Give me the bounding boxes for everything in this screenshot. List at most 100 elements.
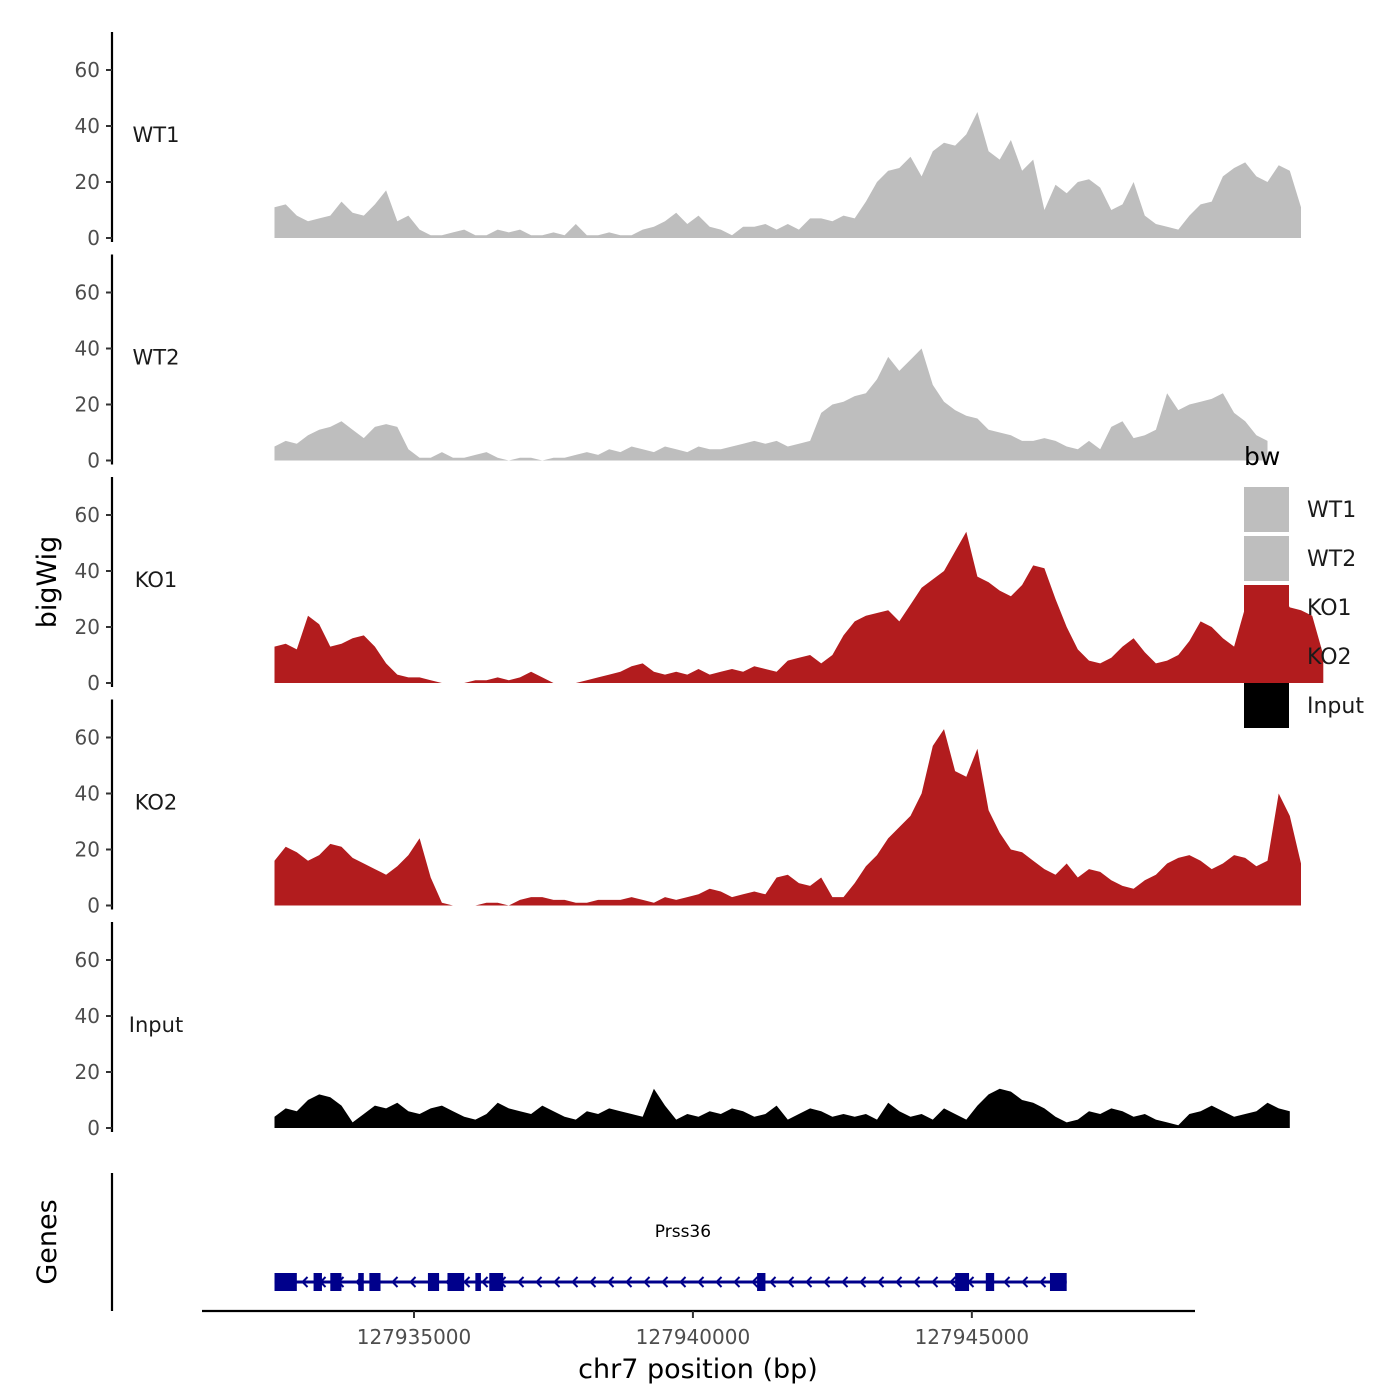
track-label-ko1: KO1 xyxy=(135,568,178,592)
strand-arrow xyxy=(1039,1276,1047,1288)
y-tick-label: 40 xyxy=(75,114,100,138)
coverage-tracks: 0 20 40 60 WT1 0 20 40 60 WT2 0 20 40 60 KO1 0 20 40 60 KO2… xyxy=(75,32,1324,1140)
y-tick-label: 40 xyxy=(75,782,100,806)
y-tick-label: 20 xyxy=(75,838,100,862)
strand-arrow xyxy=(679,1276,687,1288)
legend-swatch-ko1 xyxy=(1244,585,1289,630)
track-label-ko2: KO2 xyxy=(135,791,178,815)
strand-arrow xyxy=(823,1276,831,1288)
strand-arrow xyxy=(859,1276,867,1288)
coverage-area-ko1 xyxy=(274,531,1324,683)
strand-arrow xyxy=(787,1276,795,1288)
coverage-area-wt1 xyxy=(274,112,1301,238)
legend-swatch-ko2 xyxy=(1244,634,1289,679)
track-label-wt2: WT2 xyxy=(133,346,180,370)
y-tick-label: 60 xyxy=(75,948,100,972)
track-ko1: 0 20 40 60 KO1 xyxy=(75,477,1324,695)
strand-arrow xyxy=(301,1276,309,1288)
strand-arrow xyxy=(409,1276,417,1288)
gene-exon xyxy=(1049,1273,1067,1291)
legend-swatch-wt2 xyxy=(1244,536,1289,581)
legend-label-wt1: WT1 xyxy=(1307,498,1356,523)
strand-arrow xyxy=(391,1276,399,1288)
y-tick-label: 0 xyxy=(87,226,100,250)
gene-exon xyxy=(313,1273,322,1291)
x-axis-title: chr7 position (bp) xyxy=(578,1354,818,1385)
gene-exon xyxy=(447,1273,465,1291)
strand-arrow xyxy=(841,1276,849,1288)
track-label-wt1: WT1 xyxy=(133,123,180,147)
gene-name-label: Prss36 xyxy=(655,1222,711,1242)
strand-arrow xyxy=(1003,1276,1011,1288)
y-tick-label: 20 xyxy=(75,170,100,194)
gene-exon xyxy=(330,1273,342,1291)
genes-axis-title: Genes xyxy=(32,1199,63,1284)
y-tick-label: 20 xyxy=(75,1060,100,1084)
strand-arrow xyxy=(805,1276,813,1288)
y-tick-label: 20 xyxy=(75,393,100,417)
gene-exon xyxy=(985,1273,995,1291)
gene-exon xyxy=(757,1273,766,1291)
coverage-area-ko2 xyxy=(274,729,1301,906)
legend-label-ko2: KO2 xyxy=(1307,645,1352,670)
strand-arrow xyxy=(571,1276,579,1288)
strand-arrow xyxy=(931,1276,939,1288)
legend-swatch-wt1 xyxy=(1244,487,1289,532)
strand-arrow xyxy=(643,1276,651,1288)
strand-arrow xyxy=(895,1276,903,1288)
track-wt2: 0 20 40 60 WT2 xyxy=(75,254,1268,473)
y-tick-label: 60 xyxy=(75,281,100,305)
y-tick-label: 60 xyxy=(75,58,100,82)
legend-label-wt2: WT2 xyxy=(1307,547,1356,572)
coverage-area-input xyxy=(274,1088,1290,1128)
strand-arrow xyxy=(913,1276,921,1288)
gene-exon xyxy=(475,1273,481,1291)
strand-arrow xyxy=(715,1276,723,1288)
gene-exon xyxy=(369,1273,381,1291)
y-tick-label: 0 xyxy=(87,449,100,473)
coverage-area-wt2 xyxy=(274,348,1268,461)
y-tick-label: 40 xyxy=(75,337,100,361)
gene-exon xyxy=(358,1273,364,1291)
strand-arrow xyxy=(1021,1276,1029,1288)
y-tick-label: 40 xyxy=(75,1004,100,1028)
y-tick-label: 0 xyxy=(87,1116,100,1140)
legend-label-input: Input xyxy=(1307,694,1364,719)
y-tick-label: 60 xyxy=(75,726,100,750)
strand-arrow xyxy=(463,1276,471,1288)
x-tick-label: 127945000 xyxy=(915,1325,1030,1349)
strand-arrow xyxy=(553,1276,561,1288)
gene-exon xyxy=(489,1273,504,1291)
gene-panel: Prss36 xyxy=(110,1173,1067,1311)
track-wt1: 0 20 40 60 WT1 xyxy=(75,32,1301,250)
gene-model xyxy=(274,1273,1067,1291)
y-tick-label: 0 xyxy=(87,894,100,918)
legend-swatch-input xyxy=(1244,683,1289,728)
y-tick-label: 40 xyxy=(75,559,100,583)
y-axis-title: bigWig xyxy=(32,536,63,629)
strand-arrow xyxy=(949,1276,957,1288)
strand-arrow xyxy=(625,1276,633,1288)
x-tick-label: 127935000 xyxy=(357,1325,472,1349)
strand-arrow xyxy=(751,1276,759,1288)
strand-arrow xyxy=(769,1276,777,1288)
strand-arrow xyxy=(535,1276,543,1288)
strand-arrow xyxy=(697,1276,705,1288)
legend-label-ko1: KO1 xyxy=(1307,596,1352,621)
strand-arrow xyxy=(517,1276,525,1288)
y-tick-label: 60 xyxy=(75,503,100,527)
legend-title: bw xyxy=(1244,442,1280,471)
x-tick-label: 127940000 xyxy=(636,1325,751,1349)
strand-arrow xyxy=(607,1276,615,1288)
y-tick-label: 0 xyxy=(87,671,100,695)
track-ko2: 0 20 40 60 KO2 xyxy=(75,699,1301,918)
strand-arrow xyxy=(481,1276,489,1288)
y-tick-label: 20 xyxy=(75,615,100,639)
x-axis: 127935000 127940000 127945000 xyxy=(202,1309,1195,1349)
gene-exon xyxy=(427,1273,440,1291)
strand-arrow xyxy=(877,1276,885,1288)
gene-exon xyxy=(274,1273,297,1291)
strand-arrow xyxy=(589,1276,597,1288)
track-label-input: Input xyxy=(129,1013,183,1037)
